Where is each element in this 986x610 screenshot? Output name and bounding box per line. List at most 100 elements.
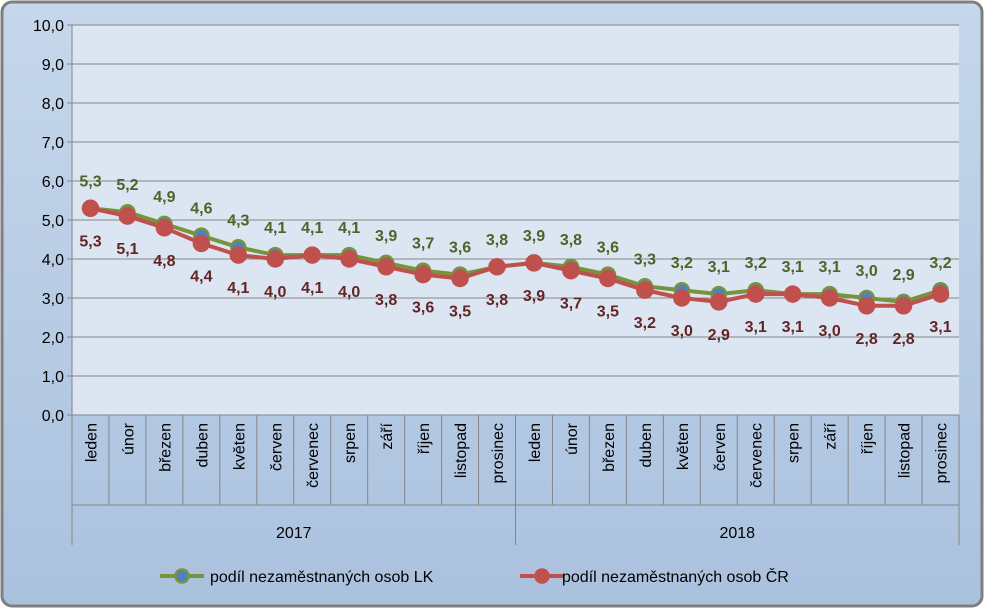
legend-marker-lk — [174, 568, 190, 584]
year-label: 2018 — [719, 525, 755, 542]
y-tick-label: 3,0 — [42, 291, 64, 308]
x-tick-label: únor — [564, 422, 581, 455]
data-label-cr: 3,8 — [486, 292, 508, 309]
data-point-cr — [192, 234, 211, 253]
x-tick-label: listopad — [453, 423, 470, 478]
data-label-lk: 3,1 — [819, 259, 841, 276]
y-tick-label: 0,0 — [42, 408, 64, 425]
data-label-cr: 4,8 — [153, 253, 175, 270]
data-label-cr: 2,9 — [708, 327, 730, 344]
x-tick-label: červenec — [749, 423, 766, 488]
y-tick-label: 6,0 — [42, 174, 64, 191]
data-point-cr — [377, 258, 395, 276]
x-tick-label: leden — [527, 423, 544, 462]
x-tick-label: říjen — [860, 423, 877, 454]
x-tick-label: květen — [231, 423, 248, 470]
legend-label-lk: podíl nezaměstnaných osob LK — [210, 569, 434, 586]
data-point-cr — [562, 261, 580, 280]
data-point-cr — [710, 293, 728, 311]
data-point-cr — [525, 254, 543, 272]
data-label-cr: 3,1 — [929, 319, 951, 336]
series-group — [81, 199, 950, 315]
data-point-cr — [746, 285, 765, 303]
data-label-cr: 4,0 — [338, 284, 360, 301]
data-point-cr — [414, 265, 432, 284]
data-point-cr — [931, 285, 950, 303]
data-point-cr — [155, 219, 174, 237]
x-tick-label: červen — [268, 423, 285, 471]
data-label-lk: 3,9 — [523, 228, 545, 245]
data-label-cr: 3,5 — [449, 304, 471, 321]
x-axis: leden únor březen duben květen červen červenec… — [71, 414, 960, 545]
y-tick-label: 4,0 — [42, 252, 64, 269]
data-label-lk: 3,6 — [597, 240, 619, 257]
data-point-cr — [599, 269, 617, 288]
x-tick-label: březen — [157, 423, 174, 472]
data-label-lk: 3,1 — [782, 259, 804, 276]
y-tick-label: 5,0 — [42, 213, 64, 230]
data-label-cr: 3,9 — [523, 288, 545, 305]
x-tick-label: duben — [194, 423, 211, 468]
data-label-cr: 3,1 — [782, 319, 804, 336]
data-label-cr: 3,7 — [560, 296, 582, 313]
legend: podíl nezaměstnaných osob LK podíl nezamě… — [160, 567, 789, 586]
data-point-cr — [488, 258, 506, 276]
y-tick-label: 1,0 — [42, 369, 64, 386]
data-label-lk: 4,3 — [227, 212, 249, 229]
data-point-cr — [303, 246, 321, 264]
x-tick-label: červenec — [305, 423, 322, 488]
data-label-cr: 2,8 — [855, 331, 877, 348]
data-label-lk: 3,9 — [375, 228, 397, 245]
x-tick-label: březen — [601, 423, 618, 472]
data-label-lk: 3,1 — [708, 259, 730, 276]
x-tick-label: leden — [83, 423, 100, 462]
data-label-lk: 3,2 — [929, 255, 951, 272]
data-point-cr — [673, 289, 691, 307]
x-tick-label: prosinec — [934, 423, 951, 483]
data-point-cr — [118, 207, 137, 225]
x-tick-label: září — [823, 422, 840, 449]
data-point-cr — [894, 297, 913, 315]
data-label-cr: 3,5 — [597, 304, 619, 321]
data-point-cr — [266, 250, 285, 268]
data-label-cr: 5,3 — [79, 233, 101, 250]
data-labels: 5,3 5,2 4,9 4,6 4,3 4,1 4,1 4,1 3,9 3,7 3,6 3,8 3,9 3… — [79, 173, 951, 347]
data-label-lk: 4,1 — [264, 220, 286, 237]
x-tick-label: duben — [638, 423, 655, 468]
x-tick-label: únor — [120, 422, 137, 455]
y-tick-label: 8,0 — [42, 96, 64, 113]
data-label-cr: 3,8 — [375, 292, 397, 309]
data-label-lk: 3,2 — [745, 255, 767, 272]
data-point-cr — [783, 285, 802, 303]
data-point-cr — [636, 281, 654, 299]
data-label-cr: 4,0 — [264, 284, 286, 301]
x-tick-label: září — [379, 422, 396, 449]
data-label-lk: 3,8 — [560, 232, 582, 249]
data-label-cr: 3,1 — [745, 319, 767, 336]
data-label-lk: 2,9 — [892, 267, 914, 284]
data-label-lk: 3,0 — [855, 263, 877, 280]
data-label-cr: 3,2 — [634, 315, 656, 332]
x-tick-label: srpen — [342, 423, 359, 463]
x-tick-label: prosinec — [490, 423, 507, 483]
y-axis: 0,0 1,0 2,0 3,0 4,0 5,0 6,0 7,0 8,0 9,0 10,0 — [33, 18, 73, 425]
data-point-cr — [857, 297, 876, 315]
data-label-lk: 3,7 — [412, 236, 434, 253]
y-tick-label: 9,0 — [42, 57, 64, 74]
data-label-lk: 5,3 — [79, 173, 101, 190]
data-label-cr: 3,0 — [819, 323, 841, 340]
year-label: 2017 — [276, 525, 312, 542]
legend-marker-cr — [534, 568, 550, 584]
x-tick-label: listopad — [897, 423, 914, 478]
data-label-lk: 3,2 — [671, 255, 693, 272]
data-label-lk: 4,9 — [153, 189, 175, 206]
y-tick-label: 10,0 — [33, 18, 64, 35]
data-label-cr: 4,1 — [227, 280, 249, 297]
data-point-cr — [451, 269, 469, 288]
data-label-lk: 4,1 — [301, 220, 323, 237]
data-point-cr — [340, 250, 358, 268]
data-label-lk: 5,2 — [116, 177, 138, 194]
x-tick-label: srpen — [786, 423, 803, 463]
